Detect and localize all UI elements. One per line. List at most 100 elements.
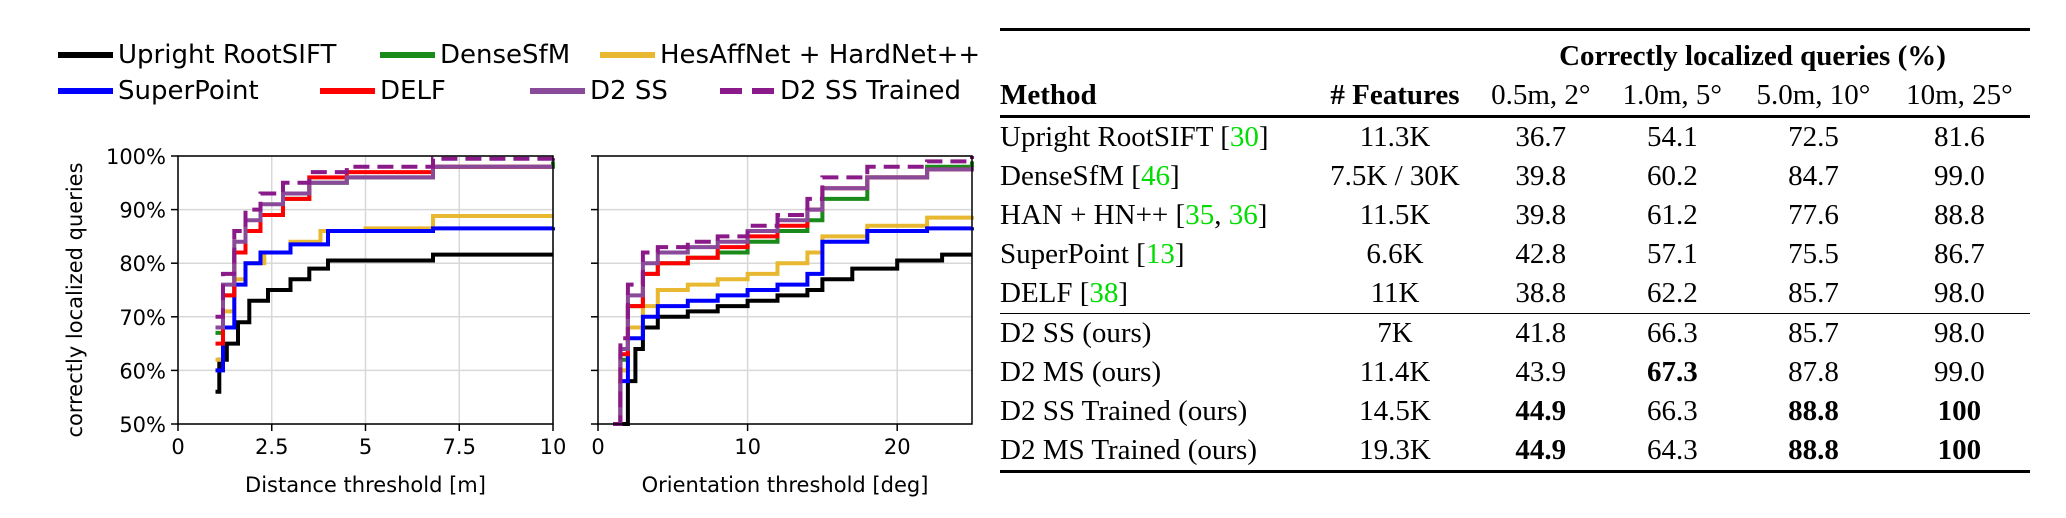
citation-link[interactable]: 36 <box>1228 199 1258 231</box>
features-cell: 11.4K <box>1359 356 1431 388</box>
method-cell: Upright RootSIFT [30] <box>1000 121 1269 153</box>
method-name: D2 MS (ours) <box>1000 356 1162 388</box>
value-cell: 88.8 <box>1934 199 1985 231</box>
y-tick-label: 90% <box>119 199 166 223</box>
value-cell: 100 <box>1937 395 1982 427</box>
header-threshold-3: 5.0m, 10° <box>1756 79 1871 111</box>
y-tick-label: 100% <box>106 145 166 169</box>
axes-frame <box>597 155 973 425</box>
table-row: D2 MS Trained (ours) 19.3K 44.9 64.3 88.8 100 <box>1000 431 2030 472</box>
value-cell: 85.7 <box>1788 317 1839 349</box>
series-line <box>215 164 553 330</box>
method-name: SuperPoint <box>1000 238 1129 270</box>
value-cell: 88.8 <box>1788 395 1839 427</box>
method-cell: HAN + HN++ [35, 36] <box>1000 199 1268 231</box>
results-table: Correctly localized queries (%) Method #… <box>1000 28 2030 473</box>
legend-label: D2 SS <box>590 76 668 106</box>
value-cell: 64.3 <box>1646 434 1698 466</box>
legend-label: D2 SS Trained <box>780 76 961 106</box>
series-line <box>215 226 555 373</box>
charts-svg: Upright RootSIFT DenseSfM HesAffNet + Hard… <box>58 40 980 497</box>
features-cell: 11.3K <box>1359 121 1431 153</box>
header-threshold-4: 10m, 25° <box>1906 79 2013 111</box>
x-tick-label: 0 <box>591 435 604 459</box>
y-tick-label: 50% <box>119 413 166 437</box>
table-row: DenseSfM [46] 7.5K / 30K 39.8 60.2 84.7 99.0 <box>1000 157 2030 196</box>
series-line <box>613 166 974 426</box>
features-cell: 11.5K <box>1359 199 1431 231</box>
value-cell: 85.7 <box>1788 277 1839 309</box>
table-row: D2 SS Trained (ours) 14.5K 44.9 66.3 88.8 100 <box>1000 392 2030 431</box>
value-cell: 100 <box>1937 434 1982 466</box>
header-threshold-2: 1.0m, 5° <box>1622 79 1723 111</box>
value-cell: 57.1 <box>1646 238 1698 270</box>
method-name: D2 SS (ours) <box>1000 317 1152 349</box>
method-cell: SuperPoint [13] <box>1000 238 1185 270</box>
value-cell: 36.7 <box>1515 121 1567 153</box>
series-line <box>215 164 553 346</box>
method-cell: D2 SS Trained (ours) <box>1000 392 1315 431</box>
value-cell: 39.8 <box>1515 199 1567 231</box>
x-tick-label: 10 <box>734 435 761 459</box>
x-tick-label: 0 <box>171 435 184 459</box>
group-header: Correctly localized queries (%) <box>1559 40 1946 72</box>
y-axis-label: correctly localized queries <box>63 162 87 437</box>
table-row: D2 SS (ours) 7K 41.8 66.3 85.7 98.0 <box>1000 313 2030 354</box>
method-cell: DenseSfM [46] <box>1000 160 1180 192</box>
legend-label: SuperPoint <box>118 76 259 106</box>
method-name: DenseSfM <box>1000 160 1125 192</box>
series-line <box>620 252 972 426</box>
series-line <box>215 161 555 335</box>
method-cell: DELF [38] <box>1000 277 1129 309</box>
x-tick-label: 5 <box>359 435 372 459</box>
citation-link[interactable]: 13 <box>1145 238 1175 270</box>
value-cell: 98.0 <box>1934 317 1985 349</box>
method-name: Upright RootSIFT <box>1000 121 1213 153</box>
value-cell: 54.1 <box>1646 121 1698 153</box>
features-cell: 19.3K <box>1359 434 1431 466</box>
figure-panel: Upright RootSIFT DenseSfM HesAffNet + Hard… <box>0 0 1000 518</box>
x-tick-label: 2.5 <box>255 435 288 459</box>
features-cell: 14.5K <box>1359 395 1431 427</box>
value-cell: 77.6 <box>1788 199 1839 231</box>
x-axis-label: Distance threshold [m] <box>245 473 486 497</box>
value-cell: 98.0 <box>1934 277 1985 309</box>
value-cell: 72.5 <box>1788 121 1839 153</box>
series-line <box>613 156 974 426</box>
header-threshold-1: 0.5m, 2° <box>1491 79 1591 111</box>
value-cell: 42.8 <box>1515 238 1567 270</box>
y-tick-label: 80% <box>119 252 166 276</box>
series-line <box>613 161 974 426</box>
legend-label: DELF <box>380 76 446 106</box>
value-cell: 44.9 <box>1515 434 1567 466</box>
value-cell: 41.8 <box>1515 317 1567 349</box>
method-name: D2 MS Trained (ours) <box>1000 434 1257 466</box>
table-row: DELF [38] 11K 38.8 62.2 85.7 98.0 <box>1000 274 2030 314</box>
value-cell: 43.9 <box>1515 356 1567 388</box>
header-method: Method <box>1000 79 1097 111</box>
citation-link[interactable]: 38 <box>1089 277 1119 309</box>
value-cell: 62.2 <box>1646 277 1698 309</box>
method-cell: D2 SS (ours) <box>1000 314 1315 354</box>
citation-link[interactable]: 30 <box>1229 121 1259 153</box>
citation-link[interactable]: 35 <box>1185 199 1215 231</box>
method-name: D2 SS Trained (ours) <box>1000 395 1248 427</box>
features-cell: 7K <box>1377 317 1413 349</box>
table-row: SuperPoint [13] 6.6K 42.8 57.1 75.5 86.7 <box>1000 235 2030 274</box>
citation-link[interactable]: 46 <box>1140 160 1170 192</box>
x-tick-label: 20 <box>884 435 911 459</box>
y-tick-label: 70% <box>119 306 166 330</box>
x-axis-label: Orientation threshold [deg] <box>642 473 929 497</box>
legend-label: DenseSfM <box>440 40 570 70</box>
series-line <box>215 252 553 394</box>
value-cell: 81.6 <box>1934 121 1985 153</box>
series-line <box>613 226 974 426</box>
features-cell: 6.6K <box>1366 238 1424 270</box>
table-body: Upright RootSIFT [30] 11.3K 36.7 54.1 72.5 81… <box>1000 116 2030 472</box>
table-row: Upright RootSIFT [30] 11.3K 36.7 54.1 72.5 81… <box>1000 116 2030 158</box>
value-cell: 66.3 <box>1646 317 1698 349</box>
value-cell: 66.3 <box>1646 395 1698 427</box>
table-header-row: Method # Features 0.5m, 2° 1.0m, 5° 5.0m… <box>1000 76 2030 117</box>
series-line <box>215 214 553 362</box>
value-cell: 67.3 <box>1646 356 1698 388</box>
